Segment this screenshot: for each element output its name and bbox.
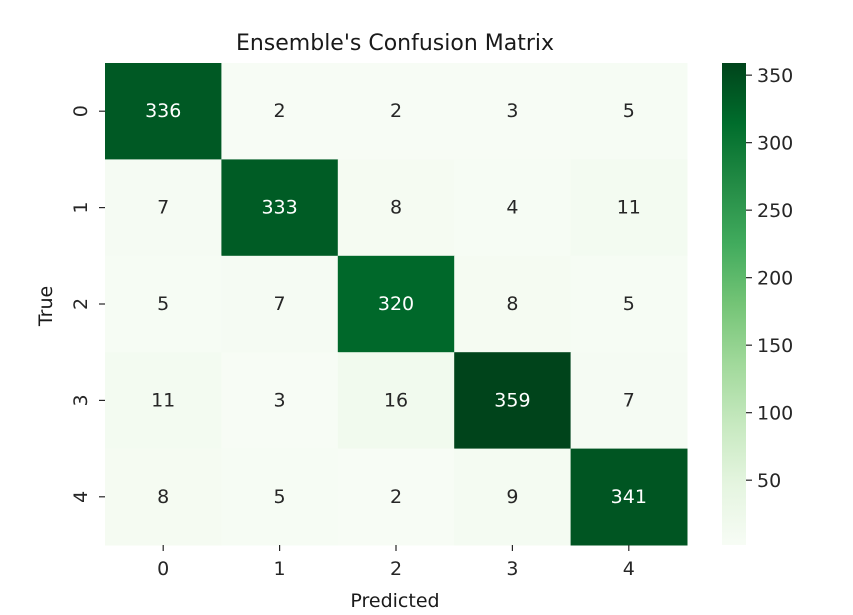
heatmap-cell (337, 255, 455, 353)
colorbar (722, 63, 746, 545)
heatmap-cell (105, 448, 222, 546)
cell-value-label: 9 (506, 486, 518, 508)
x-tick-label: 0 (157, 558, 169, 580)
heatmap-grid: 336 2 2 3 5 7 333 8 4 11 5 7 320 8 5 11 3 16 359 7 8 5 2 9 341 (105, 63, 688, 546)
cell-value-label: 7 (274, 293, 286, 315)
heatmap-cell (221, 63, 339, 160)
x-tick-label: 4 (623, 558, 635, 580)
cell-value-label: 16 (384, 389, 408, 411)
cell-value-label: 11 (151, 389, 175, 411)
cell-value-label: 8 (157, 486, 169, 508)
heatmap-cell (570, 255, 688, 353)
cell-value-label: 2 (390, 100, 402, 122)
cell-value-label: 8 (390, 197, 402, 219)
colorbar-axis: 50 100 150 200 250 300 350 (746, 65, 793, 492)
heatmap-cell (105, 63, 222, 160)
cell-value-label: 341 (611, 486, 647, 508)
heatmap-cell (221, 159, 339, 257)
cell-value-label: 3 (274, 389, 286, 411)
cell-value-label: 11 (617, 197, 641, 219)
heatmap-cell (570, 63, 688, 160)
cell-value-label: 3 (506, 100, 518, 122)
cell-value-label: 7 (157, 197, 169, 219)
colorbar-tick-label: 350 (757, 65, 793, 87)
heatmap-cell (337, 159, 455, 257)
y-axis: 0 1 2 3 4 (70, 105, 105, 503)
y-tick-label: 3 (70, 394, 92, 406)
x-tick-label: 1 (274, 558, 286, 580)
cell-value-label: 336 (145, 100, 181, 122)
y-tick-label: 2 (70, 298, 92, 310)
colorbar-tick-label: 250 (757, 200, 793, 222)
heatmap-cell (221, 255, 339, 353)
heatmap-cell (454, 63, 572, 160)
cell-value-label: 5 (274, 486, 286, 508)
colorbar-tick-label: 300 (757, 133, 793, 155)
chart-title: Ensemble's Confusion Matrix (236, 31, 554, 56)
y-tick-label: 1 (70, 202, 92, 214)
cell-value-label: 359 (494, 389, 530, 411)
heatmap-cell (454, 448, 572, 546)
heatmap-cell (454, 255, 572, 353)
y-tick-label: 0 (70, 105, 92, 117)
colorbar-tick-label: 100 (757, 403, 793, 425)
cell-value-label: 5 (157, 293, 169, 315)
x-tick-label: 3 (506, 558, 518, 580)
heatmap-cell (221, 448, 339, 546)
heatmap-cell (454, 159, 572, 257)
cell-value-label: 8 (506, 293, 518, 315)
colorbar-tick-label: 200 (757, 268, 793, 290)
cell-value-label: 2 (274, 100, 286, 122)
cell-value-label: 7 (623, 389, 635, 411)
colorbar-tick-label: 50 (757, 470, 781, 492)
heatmap-cell (337, 448, 455, 546)
cell-value-label: 5 (623, 100, 635, 122)
cell-value-label: 5 (623, 293, 635, 315)
cell-value-label: 333 (261, 197, 297, 219)
cell-value-label: 320 (378, 293, 414, 315)
heatmap-cell (570, 352, 688, 450)
x-axis-label: Predicted (350, 590, 439, 611)
heatmap-cell (337, 352, 455, 450)
heatmap-cell (337, 63, 455, 160)
y-axis-label: True (35, 286, 57, 327)
y-tick-label: 4 (70, 491, 92, 503)
cell-value-label: 4 (506, 197, 518, 219)
colorbar-tick-label: 150 (757, 335, 793, 357)
cell-value-label: 2 (390, 486, 402, 508)
heatmap-cell (454, 352, 572, 450)
heatmap-cell (570, 159, 688, 257)
heatmap-cell (221, 352, 339, 450)
heatmap-cell (105, 255, 222, 353)
heatmap-cell (105, 352, 222, 450)
x-axis: 0 1 2 3 4 (157, 545, 635, 580)
x-tick-label: 2 (390, 558, 402, 580)
heatmap-cell (105, 159, 222, 257)
heatmap-cell (570, 448, 688, 546)
